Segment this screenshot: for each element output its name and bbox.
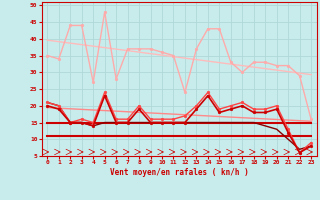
X-axis label: Vent moyen/en rafales ( kn/h ): Vent moyen/en rafales ( kn/h ): [110, 168, 249, 177]
